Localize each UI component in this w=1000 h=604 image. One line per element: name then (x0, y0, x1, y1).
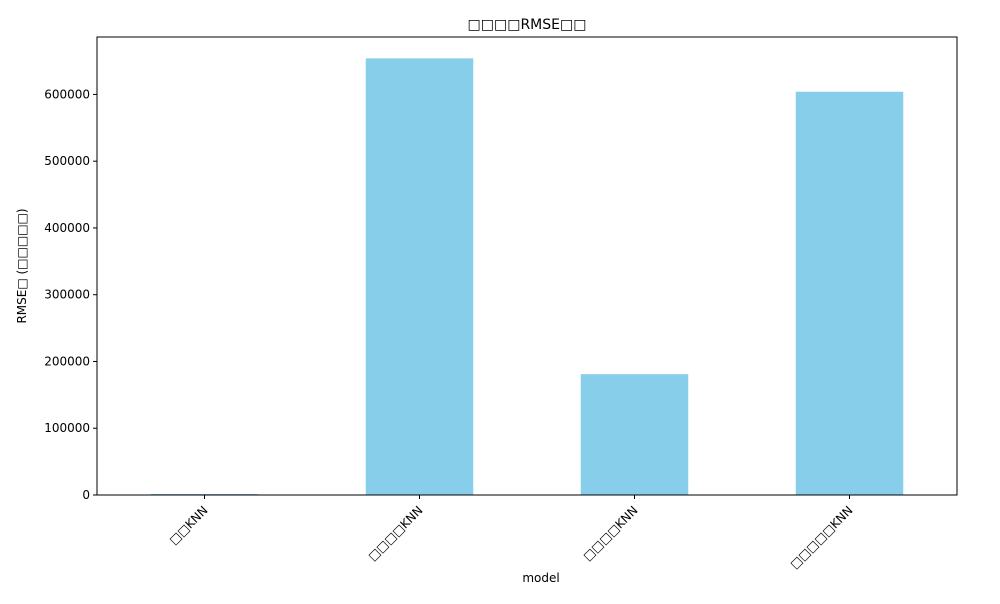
bar-2 (580, 374, 689, 495)
plot-frame (96, 36, 958, 496)
x-tick-label: □□KNN (166, 503, 210, 547)
x-tick-label: □□□□□KNN (787, 503, 855, 571)
y-tick-label: 400000 (44, 221, 90, 235)
chart-title: □□□□RMSE□□ (468, 17, 587, 33)
bar-1 (365, 58, 474, 495)
x-tick-label: □□□□KNN (580, 503, 640, 563)
y-tick-label: 100000 (44, 421, 90, 435)
y-tick-label: 200000 (44, 354, 90, 368)
y-tick-label: 300000 (44, 288, 90, 302)
x-axis-label: model (522, 571, 559, 585)
y-tick-label: 0 (82, 488, 90, 502)
y-tick-label: 500000 (44, 154, 90, 168)
x-tick-label: □□□□KNN (365, 503, 425, 563)
y-tick-label: 600000 (44, 87, 90, 101)
bar-3 (795, 91, 904, 496)
plot-area: 0 100000 200000 300000 400000 500000 600000 □□K… (44, 36, 958, 571)
bar-0 (150, 493, 259, 495)
y-axis-label: RMSE□ (□□□□□) (15, 208, 29, 323)
